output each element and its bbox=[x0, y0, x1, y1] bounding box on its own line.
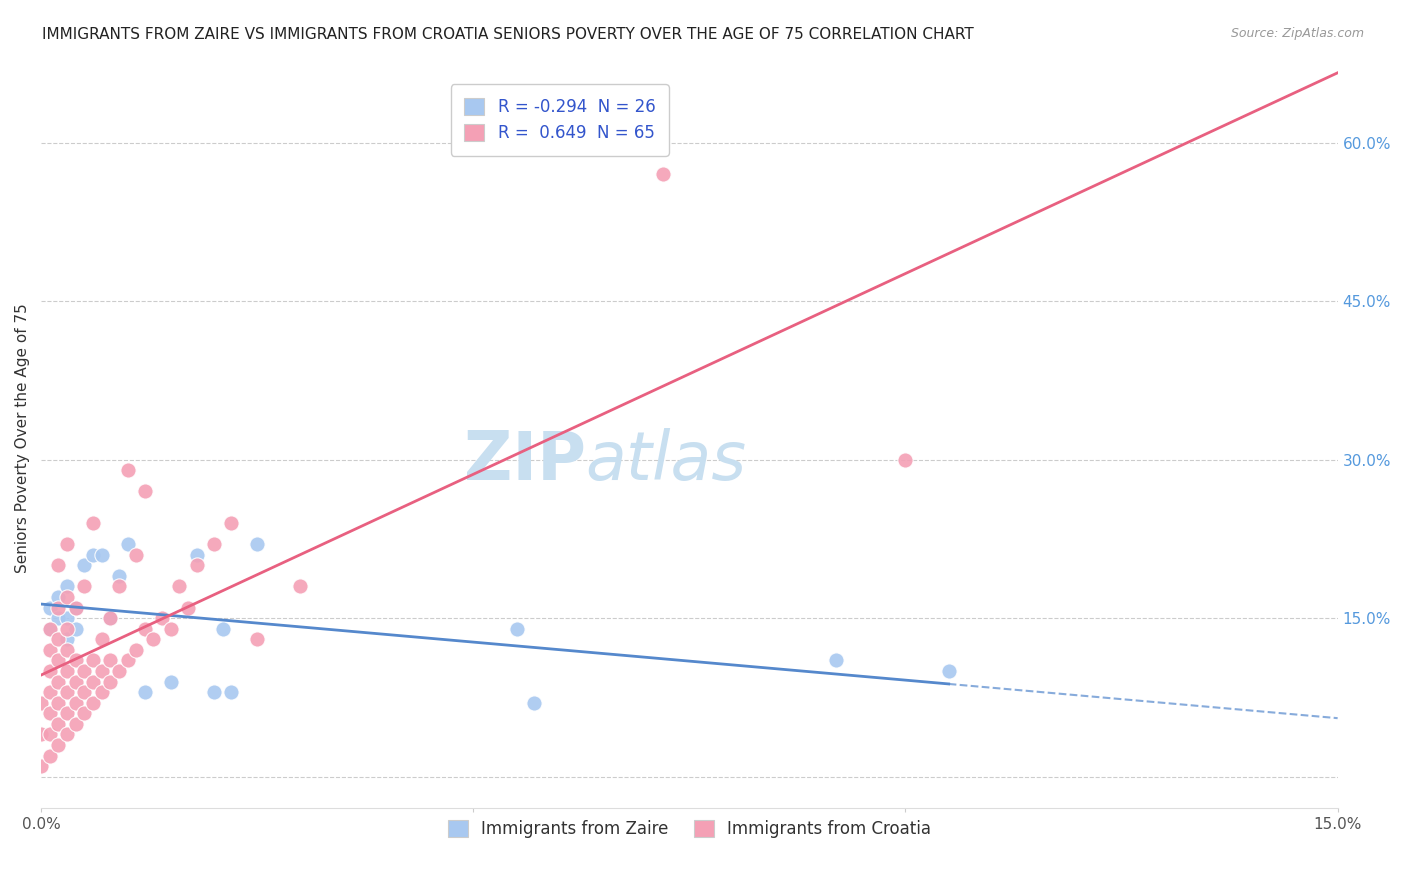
Point bbox=[65, 600, 87, 615]
Point bbox=[938, 664, 960, 678]
Point bbox=[38, 748, 60, 763]
Point bbox=[290, 579, 312, 593]
Point bbox=[246, 632, 269, 647]
Point bbox=[48, 696, 70, 710]
Point bbox=[38, 727, 60, 741]
Point bbox=[73, 558, 96, 573]
Point bbox=[108, 664, 131, 678]
Point bbox=[56, 622, 79, 636]
Point bbox=[90, 685, 112, 699]
Point bbox=[82, 653, 104, 667]
Text: ZIP: ZIP bbox=[464, 427, 586, 493]
Point bbox=[142, 632, 165, 647]
Point bbox=[38, 685, 60, 699]
Point bbox=[56, 706, 79, 721]
Point bbox=[505, 622, 527, 636]
Point bbox=[825, 653, 848, 667]
Point bbox=[186, 548, 208, 562]
Point bbox=[134, 484, 156, 499]
Point bbox=[30, 696, 52, 710]
Point bbox=[65, 674, 87, 689]
Point bbox=[82, 548, 104, 562]
Point bbox=[65, 696, 87, 710]
Point bbox=[159, 674, 181, 689]
Point bbox=[117, 653, 139, 667]
Point bbox=[48, 600, 70, 615]
Point bbox=[211, 622, 233, 636]
Point bbox=[82, 696, 104, 710]
Point bbox=[159, 622, 181, 636]
Point bbox=[98, 653, 121, 667]
Point bbox=[56, 727, 79, 741]
Point bbox=[48, 590, 70, 604]
Point bbox=[523, 696, 546, 710]
Point bbox=[65, 653, 87, 667]
Point bbox=[90, 632, 112, 647]
Legend: Immigrants from Zaire, Immigrants from Croatia: Immigrants from Zaire, Immigrants from C… bbox=[441, 813, 938, 845]
Y-axis label: Seniors Poverty Over the Age of 75: Seniors Poverty Over the Age of 75 bbox=[15, 303, 30, 574]
Point bbox=[125, 548, 148, 562]
Point bbox=[56, 643, 79, 657]
Point bbox=[38, 706, 60, 721]
Point bbox=[73, 706, 96, 721]
Point bbox=[48, 653, 70, 667]
Point bbox=[117, 463, 139, 477]
Point bbox=[73, 685, 96, 699]
Point bbox=[56, 579, 79, 593]
Point bbox=[894, 452, 917, 467]
Point bbox=[134, 685, 156, 699]
Point bbox=[246, 537, 269, 551]
Point bbox=[38, 643, 60, 657]
Point bbox=[48, 674, 70, 689]
Point bbox=[48, 632, 70, 647]
Point bbox=[117, 537, 139, 551]
Point bbox=[30, 727, 52, 741]
Point bbox=[186, 558, 208, 573]
Point bbox=[38, 600, 60, 615]
Point bbox=[38, 622, 60, 636]
Point bbox=[56, 632, 79, 647]
Point bbox=[56, 685, 79, 699]
Point bbox=[30, 759, 52, 773]
Point bbox=[56, 664, 79, 678]
Point bbox=[108, 579, 131, 593]
Text: Source: ZipAtlas.com: Source: ZipAtlas.com bbox=[1230, 27, 1364, 40]
Text: atlas: atlas bbox=[586, 427, 747, 493]
Point bbox=[177, 600, 200, 615]
Point bbox=[82, 674, 104, 689]
Point bbox=[56, 611, 79, 625]
Point bbox=[90, 664, 112, 678]
Point bbox=[56, 590, 79, 604]
Point bbox=[202, 685, 225, 699]
Point bbox=[134, 622, 156, 636]
Text: IMMIGRANTS FROM ZAIRE VS IMMIGRANTS FROM CROATIA SENIORS POVERTY OVER THE AGE OF: IMMIGRANTS FROM ZAIRE VS IMMIGRANTS FROM… bbox=[42, 27, 974, 42]
Point bbox=[65, 717, 87, 731]
Point bbox=[125, 643, 148, 657]
Point bbox=[48, 611, 70, 625]
Point bbox=[48, 717, 70, 731]
Point bbox=[38, 664, 60, 678]
Point bbox=[90, 548, 112, 562]
Point bbox=[202, 537, 225, 551]
Point bbox=[65, 622, 87, 636]
Point bbox=[219, 685, 242, 699]
Point bbox=[98, 674, 121, 689]
Point bbox=[73, 664, 96, 678]
Point bbox=[98, 611, 121, 625]
Point bbox=[150, 611, 173, 625]
Point bbox=[48, 738, 70, 752]
Point bbox=[169, 579, 191, 593]
Point bbox=[652, 167, 675, 181]
Point bbox=[108, 569, 131, 583]
Point bbox=[48, 558, 70, 573]
Point bbox=[38, 622, 60, 636]
Point bbox=[98, 611, 121, 625]
Point bbox=[219, 516, 242, 530]
Point bbox=[56, 537, 79, 551]
Point bbox=[73, 579, 96, 593]
Point bbox=[65, 600, 87, 615]
Point bbox=[82, 516, 104, 530]
